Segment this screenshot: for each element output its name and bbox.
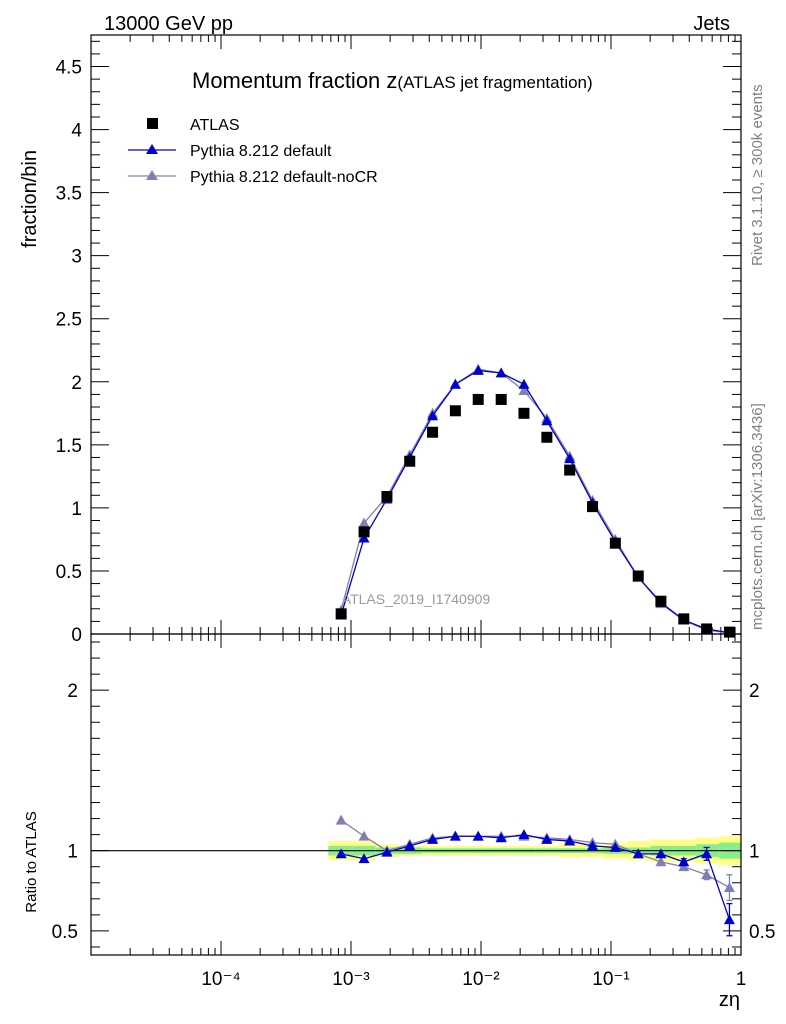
ratio-marker-0-6 bbox=[472, 830, 484, 841]
mcplots-label: mcplots.cern.ch [arXiv:1306.3436] bbox=[749, 403, 766, 630]
xlabel: zη bbox=[719, 989, 740, 1011]
ratio-marker-0-14 bbox=[655, 848, 667, 859]
ytick-label-main-5: 2.5 bbox=[56, 310, 82, 331]
legend-marker-default bbox=[146, 144, 158, 154]
ratio-marker-1-1 bbox=[358, 830, 370, 841]
ratio-marker-0-16 bbox=[701, 848, 713, 859]
ytick-label-ratio-r-2: 2 bbox=[749, 681, 760, 702]
data-point-3 bbox=[404, 455, 416, 467]
data-point-11 bbox=[587, 501, 599, 513]
ratio-marker-0-0 bbox=[335, 848, 347, 859]
ratio-marker-0-5 bbox=[449, 830, 461, 841]
main-marker-2-1 bbox=[358, 517, 370, 528]
data-point-10 bbox=[564, 464, 576, 476]
ytick-label-ratio-r-1: 1 bbox=[749, 842, 760, 863]
data-point-16 bbox=[701, 623, 713, 635]
data-point-1 bbox=[358, 526, 370, 538]
data-point-0 bbox=[335, 608, 347, 620]
main-marker-1-1 bbox=[358, 532, 370, 543]
main-series bbox=[335, 363, 735, 638]
xtick-label-0: 10⁻⁴ bbox=[201, 969, 240, 990]
ratio-marker-0-9 bbox=[541, 833, 553, 844]
legend-label-default: Pythia 8.212 default bbox=[190, 143, 332, 160]
ratio-series bbox=[335, 814, 735, 937]
ytick-label-ratio-l-1: 1 bbox=[67, 842, 78, 863]
main-marker-1-7 bbox=[495, 367, 507, 378]
header-left: 13000 GeV pp bbox=[104, 13, 233, 35]
data-point-17 bbox=[723, 626, 735, 638]
ratio-marker-0-10 bbox=[564, 835, 576, 846]
data-point-12 bbox=[609, 537, 621, 549]
main-title-text: Momentum fraction z bbox=[192, 68, 397, 93]
xtick-label-3: 10⁻¹ bbox=[592, 969, 630, 990]
ratio-marker-0-12 bbox=[609, 841, 621, 852]
plot-frames bbox=[90, 34, 742, 956]
main-title-sub: (ATLAS jet fragmentation) bbox=[397, 73, 592, 92]
ytick-label-main-0: 0 bbox=[71, 625, 82, 646]
ytick-label-ratio-l-0: 0.5 bbox=[52, 922, 78, 943]
legend-label-atlas: ATLAS bbox=[190, 117, 240, 134]
ytick-label-main-9: 4.5 bbox=[56, 58, 82, 79]
ytick-label-main-6: 3 bbox=[71, 247, 82, 268]
data-point-9 bbox=[541, 431, 553, 443]
ytick-label-main-7: 3.5 bbox=[56, 184, 82, 205]
ratio-marker-0-7 bbox=[495, 832, 507, 843]
ratio-marker-0-8 bbox=[518, 829, 530, 840]
header-right: Jets bbox=[693, 13, 730, 35]
ytick-label-ratio-r-0: 0.5 bbox=[749, 922, 775, 943]
ratio-marker-0-17 bbox=[723, 914, 735, 925]
ratio-marker-0-3 bbox=[404, 840, 416, 851]
data-point-6 bbox=[472, 393, 484, 405]
main-ylabel: fraction/bin bbox=[19, 150, 41, 248]
data-point-13 bbox=[632, 570, 644, 582]
ratio-marker-1-17 bbox=[723, 882, 735, 892]
ratio-marker-1-14 bbox=[655, 856, 667, 867]
ytick-label-main-2: 1 bbox=[71, 499, 82, 520]
data-point-8 bbox=[518, 407, 530, 419]
ratio-marker-0-15 bbox=[678, 856, 690, 867]
data-point-2 bbox=[381, 491, 393, 503]
data-point-7 bbox=[495, 393, 507, 405]
ratio-frame bbox=[90, 633, 742, 956]
main-title: Momentum fraction z(ATLAS jet fragmentat… bbox=[192, 68, 593, 93]
rivet-label: Rivet 3.1.10, ≥ 300k events bbox=[749, 84, 766, 266]
ratio-marker-1-0 bbox=[335, 814, 347, 825]
legend-label-nocr: Pythia 8.212 default-noCR bbox=[190, 169, 378, 186]
ratio-marker-0-11 bbox=[587, 840, 599, 851]
ratio-marker-0-2 bbox=[381, 846, 393, 857]
ratio-marker-0-13 bbox=[632, 848, 644, 859]
ratio-ylabel: Ratio to ATLAS bbox=[23, 811, 40, 912]
data-point-4 bbox=[427, 426, 439, 438]
main-marker-1-6 bbox=[472, 364, 484, 375]
main-marker-1-4 bbox=[427, 410, 439, 421]
legend-marker-nocr bbox=[146, 170, 158, 180]
ytick-label-main-1: 0.5 bbox=[56, 562, 82, 583]
ytick-label-main-8: 4 bbox=[71, 121, 82, 142]
main-marker-1-9 bbox=[541, 415, 553, 426]
main-marker-2-8 bbox=[518, 385, 530, 396]
axis-ticks: 10⁻⁴ 10⁻³ 10⁻² 10⁻¹ 1 0 0.5 1 1.5 2 2.5 3 3.5 4 4.5 0.5… bbox=[52, 35, 775, 990]
ratio-marker-1-16 bbox=[701, 869, 713, 880]
ratio-marker-0-4 bbox=[427, 833, 439, 844]
ytick-label-main-3: 1.5 bbox=[56, 436, 82, 457]
xtick-label-1: 10⁻³ bbox=[332, 969, 370, 990]
ratio-line-0 bbox=[341, 833, 731, 920]
ratio-marker-0-1 bbox=[358, 853, 370, 864]
data-point-5 bbox=[449, 405, 461, 417]
xtick-label-4: 1 bbox=[736, 969, 747, 990]
main-marker-1-10 bbox=[564, 453, 576, 464]
ytick-label-main-4: 2 bbox=[71, 373, 82, 394]
data-point-15 bbox=[678, 613, 690, 625]
main-marker-1-8 bbox=[518, 378, 530, 389]
watermark: ATLAS_2019_I1740909 bbox=[342, 591, 491, 607]
xtick-label-2: 10⁻² bbox=[462, 969, 500, 990]
main-frame bbox=[90, 34, 742, 635]
legend-marker-atlas bbox=[147, 118, 158, 129]
main-marker-1-5 bbox=[449, 378, 461, 389]
legend: ATLAS Pythia 8.212 default Pythia 8.212 … bbox=[128, 117, 378, 186]
data-point-14 bbox=[655, 595, 667, 607]
ytick-label-ratio-l-2: 2 bbox=[67, 681, 78, 702]
